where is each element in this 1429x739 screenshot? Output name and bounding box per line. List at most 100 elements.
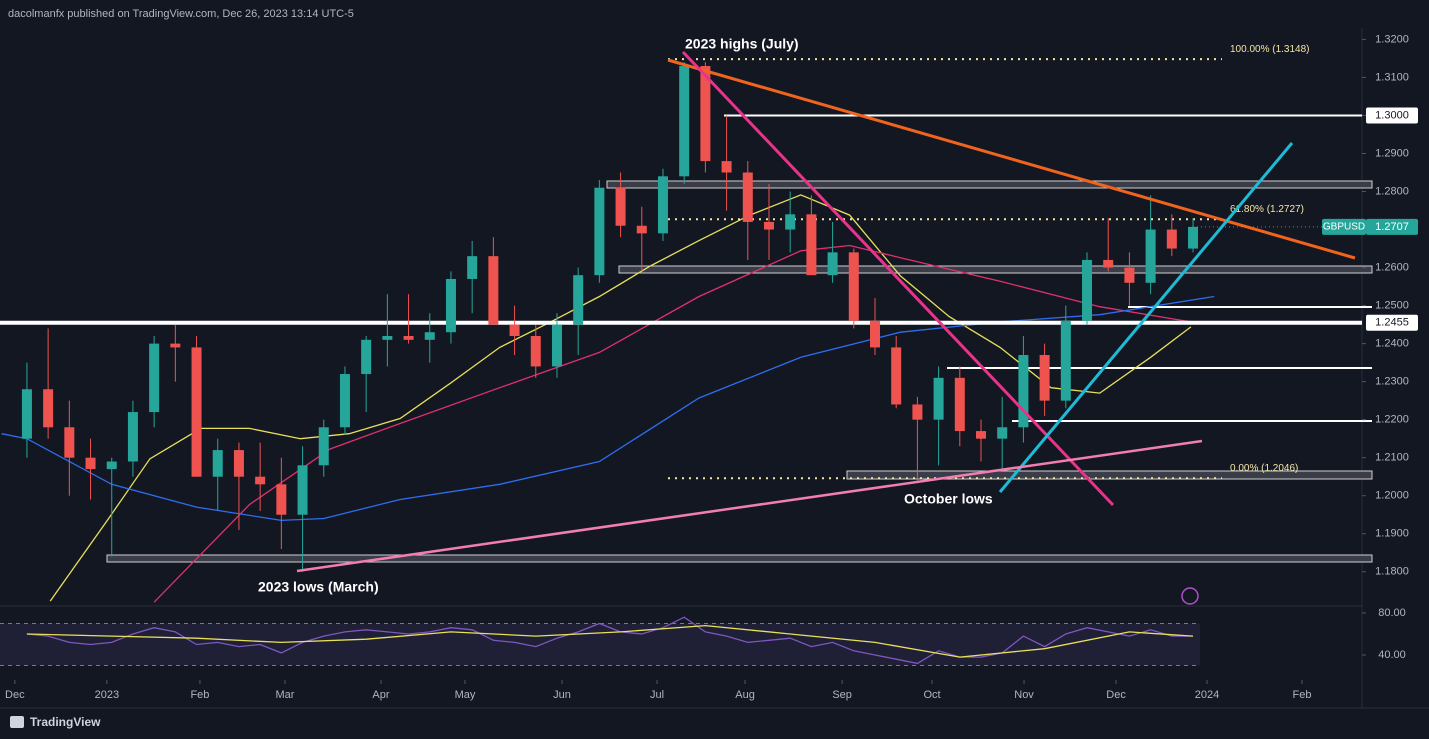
candle-body [573, 275, 584, 325]
candle-body [806, 214, 817, 276]
rsi-pane: 80.00 40.00 [0, 607, 1406, 667]
candle-body [763, 221, 774, 230]
candle-body [1145, 229, 1156, 283]
candle-body [1188, 226, 1199, 249]
candle-body [827, 252, 838, 276]
candle-body [954, 377, 965, 432]
x-tick-label: 2023 [95, 689, 119, 701]
candle-body [297, 465, 308, 515]
candle-body [1082, 259, 1093, 321]
candle-body [869, 320, 880, 348]
x-tick-label: Apr [372, 689, 389, 701]
candle-body [255, 476, 266, 485]
candle-body [149, 343, 160, 413]
line-series [153, 244, 1192, 603]
fib-label: 100.00% (1.3148) [1230, 44, 1310, 55]
x-tick-label: Aug [735, 689, 755, 701]
fib-label: 0.00% (1.2046) [1230, 463, 1298, 474]
candle-body [1124, 267, 1135, 283]
candle-body [1060, 320, 1071, 401]
candle-body [64, 427, 75, 458]
candle-body [21, 389, 32, 439]
candle-body [488, 256, 499, 325]
candle-body [233, 450, 244, 477]
price-label-box [1366, 107, 1418, 124]
candle-body [467, 256, 478, 279]
candle-body [742, 172, 753, 222]
candle-body [848, 252, 859, 321]
zone [106, 554, 1373, 563]
candle-body [700, 66, 711, 162]
zone [606, 180, 1373, 189]
x-tick-label: Sep [832, 689, 852, 701]
x-tick-label: Nov [1014, 689, 1034, 701]
x-tick-label: Dec [5, 689, 25, 701]
x-tick-label: Jun [553, 689, 571, 701]
symbol-label: GBPUSD [1323, 222, 1365, 233]
last-price-box [1366, 218, 1418, 235]
x-tick-label: Feb [1293, 689, 1312, 701]
candle-body [551, 324, 562, 367]
y-tick-label: 1.1900 [1375, 528, 1409, 540]
candle-body [85, 457, 96, 470]
candle-body [530, 336, 541, 367]
logo [10, 716, 24, 728]
y-tick-label: 1.2200 [1375, 414, 1409, 426]
candle-body [424, 332, 435, 340]
candle-body [212, 450, 223, 477]
x-tick-label: May [455, 689, 476, 701]
trend-line [998, 142, 1294, 493]
zone [618, 265, 1373, 274]
alert-icon[interactable] [1181, 587, 1199, 605]
line-series [49, 194, 1192, 602]
annotation: October lows [904, 491, 993, 507]
drawings [296, 50, 1356, 605]
x-tick-label: Dec [1106, 689, 1126, 701]
candle-body [106, 461, 117, 470]
candle-body [382, 336, 393, 340]
y-tick-label: 1.2800 [1375, 185, 1409, 197]
candle-body [361, 339, 372, 375]
y-tick-label: 1.2500 [1375, 299, 1409, 311]
candle-body [997, 427, 1008, 439]
candle-body [191, 347, 202, 477]
candle-body [636, 225, 647, 234]
candle-body [933, 377, 944, 420]
x-tick-label: Oct [923, 689, 940, 701]
candle-body [509, 324, 520, 337]
candle-body [127, 412, 138, 462]
y-tick-label: 1.3100 [1375, 71, 1409, 83]
y-tick-label: 1.2600 [1375, 261, 1409, 273]
x-tick-label: Mar [275, 689, 294, 701]
fib-label: 61.80% (1.2727) [1230, 204, 1304, 215]
candle-body [615, 187, 626, 226]
rsi-band [0, 623, 1200, 666]
price-label-box [1366, 314, 1418, 331]
y-tick-label: 1.1800 [1375, 566, 1409, 578]
annotation: 2023 highs (July) [685, 36, 799, 52]
y-tick-label: 1.2100 [1375, 452, 1409, 464]
x-tick-label: Jul [650, 689, 664, 701]
candle-body [1018, 355, 1029, 428]
symbol-box [1322, 218, 1366, 235]
y-tick-label: 1.3200 [1375, 33, 1409, 45]
candle-body [1103, 259, 1114, 268]
candle-body [891, 347, 902, 405]
candle-body [912, 404, 923, 420]
y-tick-label: 1.2400 [1375, 338, 1409, 350]
candle-body [1039, 355, 1050, 401]
candle-body [785, 214, 796, 230]
candle-body [445, 278, 456, 333]
candle-body [339, 374, 350, 428]
candle-body [276, 484, 287, 515]
candle-body [679, 66, 690, 177]
candle-body [170, 343, 181, 348]
candle-body [318, 427, 329, 466]
x-tick-label: 2024 [1195, 689, 1219, 701]
zones [106, 180, 1373, 563]
trend-line [667, 58, 1356, 260]
price-pane: 1.1800 1.1900 1.2000 1.2100 1.2200 1.2300 1.24… [0, 33, 1418, 701]
candle-body [403, 336, 414, 340]
candle-body [1166, 229, 1177, 249]
